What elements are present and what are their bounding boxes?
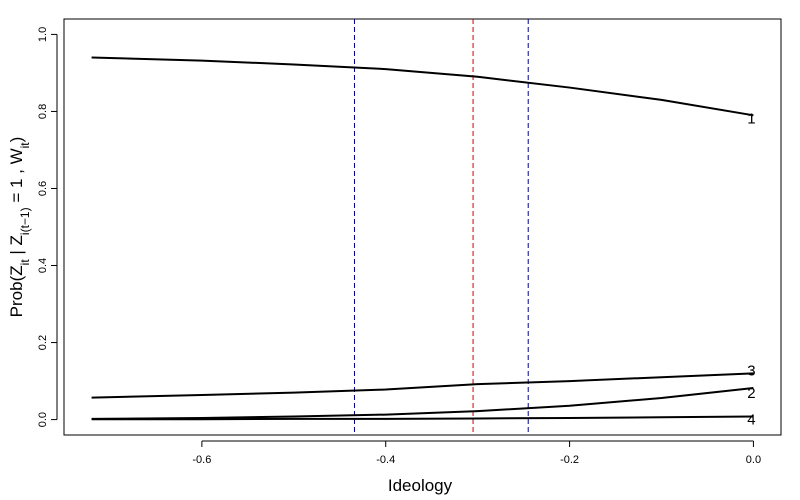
y-axis: 0.0 0.2 0.4 0.6 0.8 1.0 — [37, 27, 58, 427]
y-axis-title-sub-b: i(t−1) — [18, 207, 32, 235]
x-axis: -0.6 -0.4 -0.2 0.0 — [192, 440, 761, 466]
x-tick-label: -0.4 — [376, 454, 395, 466]
reference-lines — [353, 19, 529, 435]
series-end-label: 3 — [747, 362, 755, 379]
y-axis-title-sub-c: it — [18, 142, 32, 149]
y-tick-label: 0.8 — [37, 104, 49, 119]
x-tick-label: -0.6 — [192, 454, 211, 466]
series-line-4 — [91, 415, 754, 421]
y-axis-title-part-d: ) — [7, 137, 26, 143]
y-axis-title-part-c: = 1 , W — [7, 148, 26, 207]
y-axis-title-sub-a: it — [18, 259, 32, 266]
y-tick-label: 1.0 — [37, 27, 49, 42]
series-line-1 — [91, 56, 754, 117]
x-tick-label: 0.0 — [746, 454, 761, 466]
y-axis-title: Prob(Zit | Zi(t−1) = 1 , Wit) — [7, 137, 32, 318]
series-end-label: 2 — [747, 385, 755, 402]
series-line-3 — [91, 372, 754, 399]
series-layer: 1 2 3 4 — [91, 56, 756, 429]
x-axis-title: Ideology — [388, 476, 453, 495]
y-axis-title-part-b: | Z — [7, 235, 26, 259]
plot-frame — [63, 18, 782, 436]
series-end-label: 4 — [747, 412, 755, 429]
x-tick-label: -0.2 — [560, 454, 579, 466]
y-tick-label: 0.2 — [37, 335, 49, 350]
series-end-label: 1 — [747, 110, 755, 127]
y-tick-label: 0.6 — [37, 181, 49, 196]
y-axis-title-part-a: Prob(Z — [7, 265, 26, 317]
y-tick-label: 0.4 — [37, 258, 49, 273]
series-line-2 — [91, 387, 754, 420]
y-tick-label: 0.0 — [37, 412, 49, 427]
